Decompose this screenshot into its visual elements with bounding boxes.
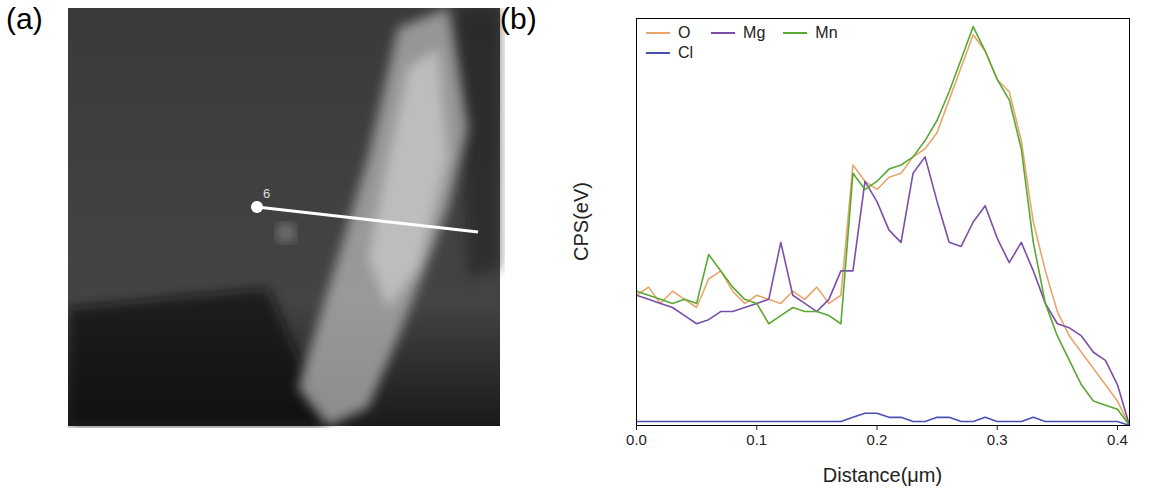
svg-text:0.1: 0.1 [746,431,767,448]
html-text:Distance(μm): Distance(μm) [822,464,943,486]
svg-text:6: 6 [263,186,270,201]
html-text:CPS(eV): CPS(eV) [569,181,592,261]
html-text:O: O [678,24,691,41]
html-text:(b): (b) [500,2,537,35]
html-text:Mn: Mn [815,24,838,41]
svg-text:0.2: 0.2 [867,431,888,448]
svg-text:0.3: 0.3 [987,431,1008,448]
svg-text:0.4: 0.4 [1107,431,1128,448]
html-text:Cl: Cl [678,44,694,61]
svg-text:0.0: 0.0 [626,431,647,448]
html-text:(a): (a) [6,2,43,35]
html-text:Mg: Mg [743,24,766,41]
